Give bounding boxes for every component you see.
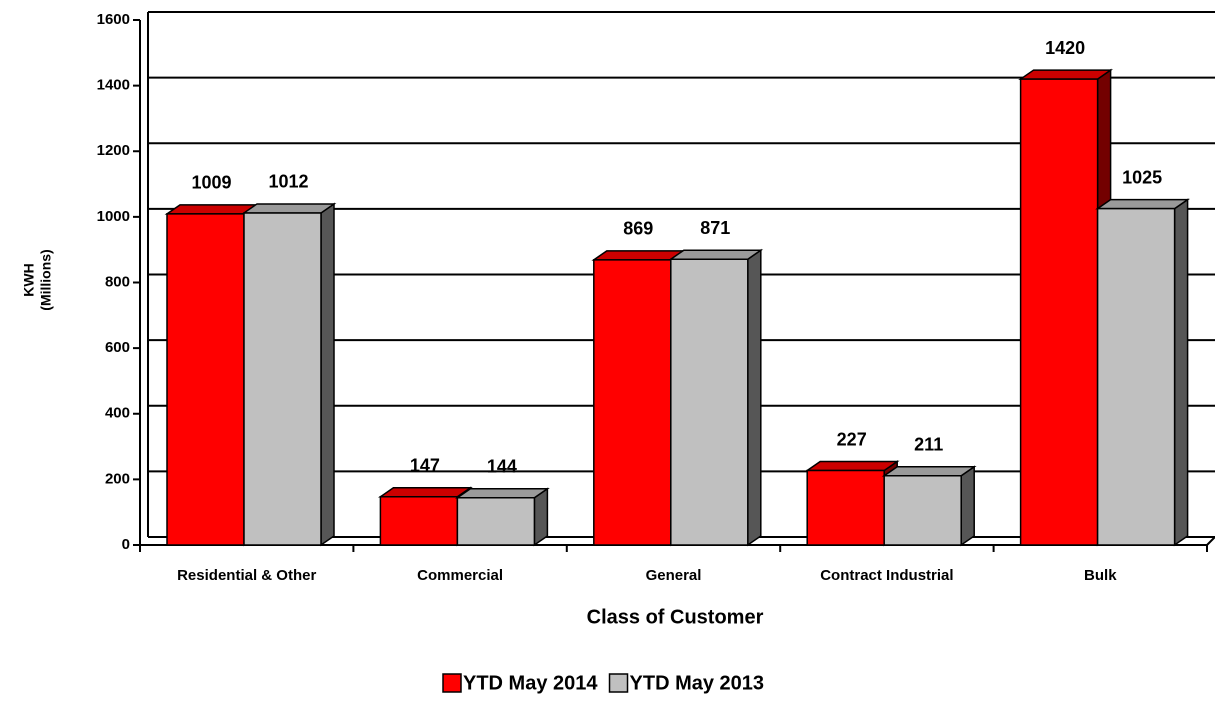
bar-top xyxy=(881,466,977,477)
y-tick-label: 1000 xyxy=(97,208,130,225)
x-tick-label: General xyxy=(646,567,702,584)
value-label: 144 xyxy=(487,457,517,477)
bar-top xyxy=(804,460,900,472)
bar-side xyxy=(960,465,975,547)
bar-front xyxy=(166,213,245,546)
value-label: 1025 xyxy=(1122,167,1162,187)
legend-swatch xyxy=(608,673,629,693)
x-tick-label: Commercial xyxy=(417,567,503,584)
bar-front xyxy=(379,496,459,546)
bar-side xyxy=(320,202,335,547)
value-label: 869 xyxy=(623,219,653,239)
bar-top xyxy=(377,487,473,498)
value-label: 1420 xyxy=(1045,38,1085,58)
y-tick-label: 400 xyxy=(105,405,130,422)
value-label: 1009 xyxy=(191,173,231,193)
legend-label: YTD May 2014 xyxy=(463,672,598,694)
bar-front xyxy=(593,259,672,546)
legend-swatch xyxy=(442,673,462,693)
bar-front xyxy=(456,497,536,546)
bar-front xyxy=(1019,78,1099,546)
bar-top xyxy=(1095,198,1191,210)
y-tick-label: 0 xyxy=(122,536,130,553)
bar-front xyxy=(1096,207,1176,546)
bar xyxy=(241,202,337,547)
value-label: 211 xyxy=(914,435,943,455)
y-tick-label: 1400 xyxy=(97,77,130,94)
bar-side xyxy=(1173,198,1189,547)
bar xyxy=(881,465,977,547)
bar-side xyxy=(747,248,762,547)
value-label: 1012 xyxy=(268,172,308,192)
x-axis-title: Class of Customer xyxy=(587,606,764,628)
x-tick-label: Contract Industrial xyxy=(820,567,953,584)
value-label: 871 xyxy=(700,218,730,238)
bar-front xyxy=(670,258,749,546)
bar-top xyxy=(454,488,550,499)
y-axis-subtitle: (Millions) xyxy=(38,249,54,310)
y-tick-label: 800 xyxy=(105,273,130,290)
bar-front xyxy=(243,212,322,546)
bar xyxy=(454,487,550,547)
y-axis-title: KWH xyxy=(21,263,37,296)
floor-right-edge xyxy=(1206,536,1215,546)
y-tick-label: 1200 xyxy=(97,142,130,159)
y-tick-label: 1600 xyxy=(97,11,130,28)
value-label: 147 xyxy=(410,456,440,476)
bar-top xyxy=(668,249,764,260)
bar-top xyxy=(1018,69,1114,80)
bar-front xyxy=(806,469,885,546)
bar-top xyxy=(241,203,337,214)
bar xyxy=(1095,198,1191,547)
y-tick-label: 600 xyxy=(105,339,130,356)
bar xyxy=(668,248,764,547)
value-label: 227 xyxy=(837,429,867,449)
x-tick-label: Residential & Other xyxy=(177,567,316,584)
legend-label: YTD May 2013 xyxy=(630,672,765,694)
bar-front xyxy=(883,475,962,546)
x-tick-label: Bulk xyxy=(1084,567,1117,584)
y-tick-label: 200 xyxy=(105,470,130,487)
